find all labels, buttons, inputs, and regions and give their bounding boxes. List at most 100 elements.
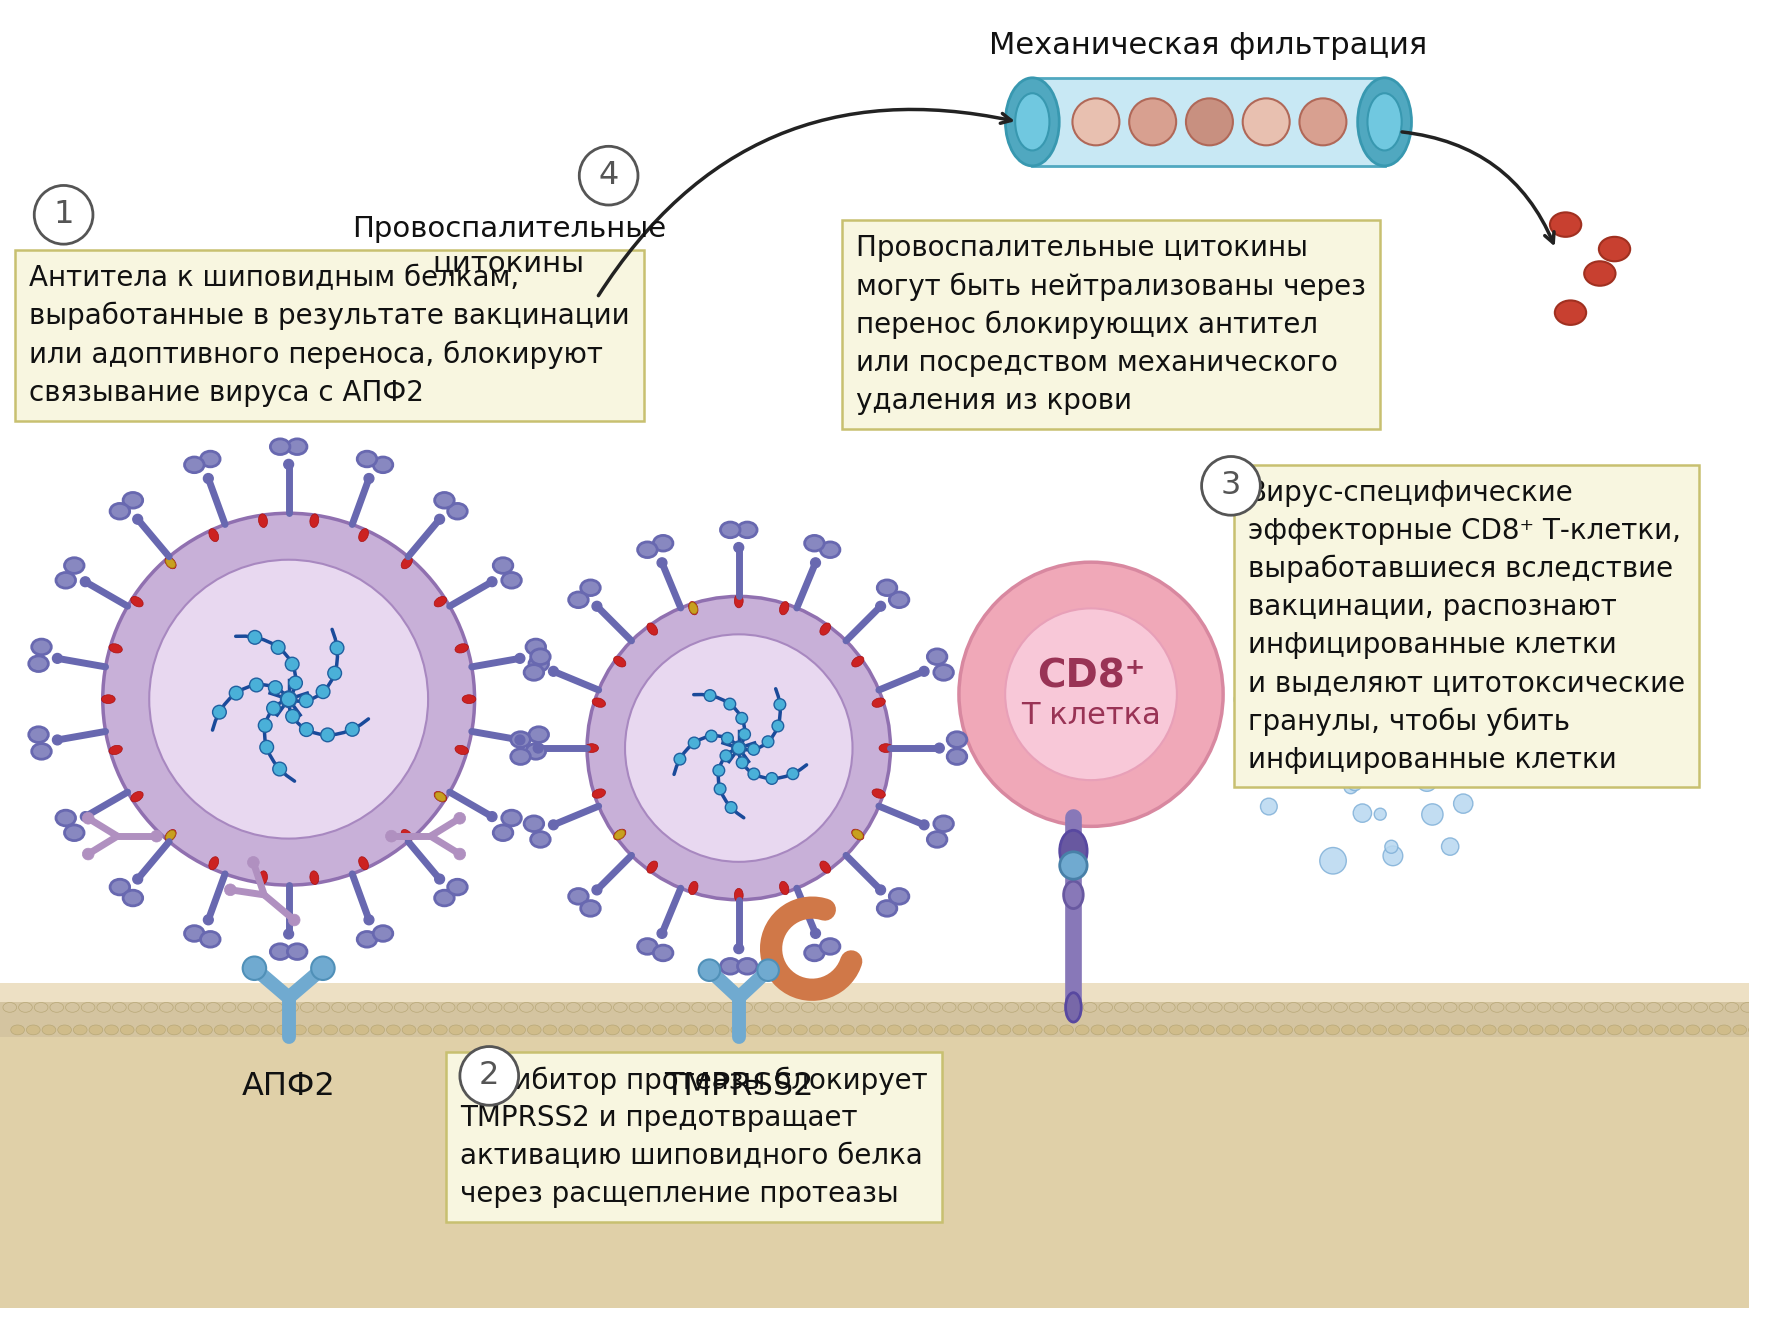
Ellipse shape [1319,1002,1331,1013]
Ellipse shape [495,365,524,387]
Ellipse shape [111,504,130,520]
Circle shape [282,693,295,706]
Ellipse shape [1585,1002,1598,1013]
Ellipse shape [588,596,890,900]
Ellipse shape [638,542,658,558]
Ellipse shape [1662,1002,1676,1013]
Ellipse shape [386,1025,400,1035]
Circle shape [52,653,63,664]
Ellipse shape [1648,1002,1660,1013]
Ellipse shape [550,1002,565,1013]
Ellipse shape [245,1025,259,1035]
Ellipse shape [259,871,268,884]
Ellipse shape [591,789,606,798]
Circle shape [1276,686,1297,707]
Ellipse shape [1028,1025,1042,1035]
Ellipse shape [277,1025,291,1035]
Ellipse shape [525,743,545,759]
Ellipse shape [1247,1025,1262,1035]
Circle shape [919,666,929,677]
Ellipse shape [259,514,268,527]
Ellipse shape [456,644,468,653]
Ellipse shape [647,623,658,635]
Ellipse shape [502,810,522,826]
Ellipse shape [1015,94,1049,151]
Ellipse shape [613,1002,627,1013]
Circle shape [229,686,243,699]
Ellipse shape [1421,1025,1433,1035]
Ellipse shape [441,1002,456,1013]
Ellipse shape [43,1025,55,1035]
Ellipse shape [184,925,204,941]
Ellipse shape [1623,1025,1637,1035]
Circle shape [1242,98,1290,145]
Ellipse shape [779,882,788,895]
Circle shape [733,742,745,755]
Ellipse shape [1067,1002,1081,1013]
Ellipse shape [270,944,289,960]
Ellipse shape [73,1025,88,1035]
Circle shape [1201,456,1260,516]
Ellipse shape [1615,1002,1630,1013]
Circle shape [377,361,388,371]
Circle shape [763,736,774,747]
Ellipse shape [584,337,609,357]
Circle shape [733,742,745,754]
Circle shape [282,693,295,706]
Circle shape [733,742,745,754]
Circle shape [286,657,298,672]
Ellipse shape [527,1025,541,1035]
Ellipse shape [474,291,506,315]
Ellipse shape [80,1002,95,1013]
Ellipse shape [826,1025,838,1035]
Ellipse shape [684,1025,697,1035]
Circle shape [919,820,929,830]
Ellipse shape [359,529,368,542]
Ellipse shape [652,1025,667,1035]
Ellipse shape [373,457,393,473]
Ellipse shape [591,698,606,707]
Ellipse shape [1458,1002,1472,1013]
Ellipse shape [584,744,599,752]
Circle shape [132,874,143,884]
Ellipse shape [990,1002,1003,1013]
Ellipse shape [288,439,307,455]
Ellipse shape [622,1025,634,1035]
Circle shape [724,698,736,710]
Ellipse shape [1639,1025,1653,1035]
Ellipse shape [715,1025,729,1035]
Ellipse shape [400,557,413,568]
Ellipse shape [434,493,454,508]
Ellipse shape [4,1002,16,1013]
Ellipse shape [513,336,543,358]
Ellipse shape [927,1002,940,1013]
Circle shape [1278,735,1305,761]
Circle shape [704,690,717,702]
Ellipse shape [1671,1025,1683,1035]
Ellipse shape [1065,993,1081,1022]
Ellipse shape [1549,213,1581,237]
Ellipse shape [1099,1002,1113,1013]
Bar [0,984,1749,1307]
Ellipse shape [1724,1002,1739,1013]
Circle shape [758,960,779,981]
Ellipse shape [1129,1002,1144,1013]
Ellipse shape [1287,1002,1301,1013]
Circle shape [459,1047,518,1105]
Ellipse shape [645,1002,659,1013]
Ellipse shape [1483,1025,1496,1035]
Ellipse shape [566,1002,581,1013]
Ellipse shape [1372,1025,1387,1035]
Ellipse shape [1060,830,1086,871]
Ellipse shape [502,572,522,588]
Circle shape [699,960,720,981]
Circle shape [488,812,497,821]
Ellipse shape [309,514,318,527]
Ellipse shape [1365,1002,1380,1013]
Circle shape [1129,98,1176,145]
Ellipse shape [168,1025,180,1035]
Circle shape [935,743,944,754]
Ellipse shape [1004,1002,1019,1013]
Ellipse shape [1435,1025,1449,1035]
Ellipse shape [130,792,143,802]
